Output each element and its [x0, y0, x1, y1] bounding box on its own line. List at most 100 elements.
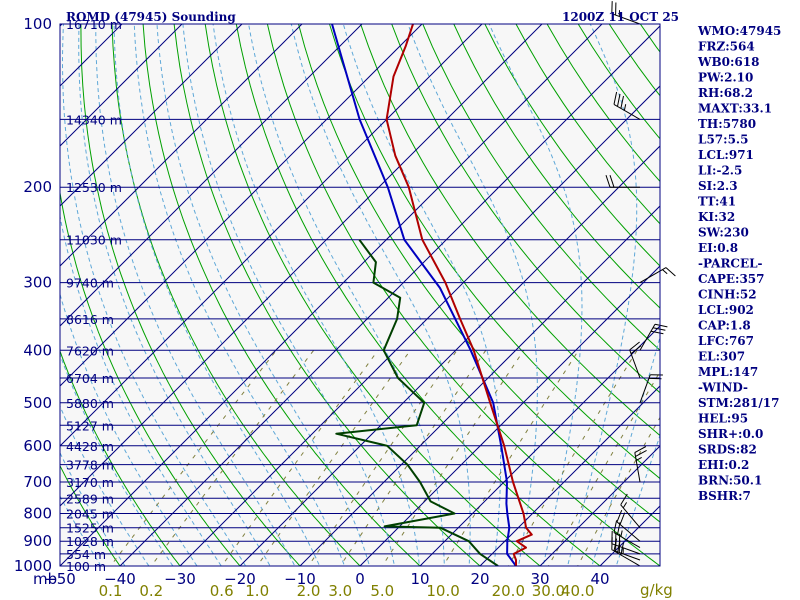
index-line: PW:2.10	[698, 71, 753, 85]
temperature-tick-label: 20	[470, 570, 489, 588]
wind-barb	[639, 267, 676, 284]
wind-barb	[613, 538, 641, 567]
pressure-axis-labels: 100 200 300 400 500 600 700 800 900 1000	[14, 15, 52, 575]
index-line: SI:2.3	[698, 179, 738, 193]
mixing-ratio-line	[150, 349, 315, 566]
moist-adiabat-line	[113, 24, 321, 566]
mixing-ratio-line	[256, 350, 411, 566]
index-line: SW:230	[698, 226, 749, 240]
index-line: WB0:618	[697, 55, 759, 69]
mixing-ratio-line	[307, 350, 458, 566]
pressure-tick-label: 700	[23, 473, 52, 491]
index-line: MAXT:33.1	[698, 102, 772, 116]
index-line: -WIND-	[698, 381, 748, 395]
mixing-ratio-labels: 0.1 0.2 0.6 1.0 2.0 3.0 5.0 10.0 20.0 30.040.0	[99, 582, 595, 600]
index-line: LCL:902	[698, 303, 754, 317]
height-label: 9740 m	[66, 276, 114, 291]
dry-adiabat-line	[360, 24, 660, 437]
moist-adiabat-line	[290, 24, 471, 566]
index-line: SHR+:0.0	[698, 427, 763, 441]
isotherm-line	[359, 265, 660, 566]
isotherm-line	[60, 24, 423, 387]
height-label: 12530 m	[66, 180, 122, 195]
index-line: WMO:47945	[697, 24, 781, 38]
wind-barb	[634, 446, 647, 483]
dry-adiabat-line	[142, 24, 421, 566]
moist-adiabat-line	[248, 24, 445, 566]
wind-barb	[605, 175, 640, 188]
mixing-ratio-tick-label: 2.0	[297, 582, 321, 600]
moist-adiabat-line	[591, 335, 660, 566]
pressure-tick-label: 100	[23, 15, 52, 33]
isotherm-line	[60, 24, 243, 207]
index-line: SRDS:82	[698, 443, 757, 457]
station-title: ROMD (47945) Sounding	[66, 10, 236, 24]
height-label: 2045 m	[66, 507, 114, 522]
mixing-ratio-line	[442, 350, 580, 566]
temperature-tick-label: −40	[104, 570, 136, 588]
wind-barb	[620, 493, 641, 529]
parcel-trace-line	[331, 24, 517, 566]
isotherm-line	[60, 24, 363, 327]
moist-adiabat-line	[182, 24, 395, 566]
pressure-tick-label: 800	[23, 505, 52, 523]
isotherm-line	[419, 325, 660, 566]
temperature-tick-label: −20	[224, 570, 256, 588]
temperature-trace-line	[385, 24, 533, 566]
pressure-tick-label: 1000	[14, 557, 52, 575]
mixing-ratio-tick-label: 30.0	[532, 582, 565, 600]
moist-adiabats	[60, 24, 660, 566]
index-line: RH:68.2	[698, 86, 753, 100]
mixing-ratio-tick-label: 5.0	[370, 582, 394, 600]
index-line: BSHR:7	[698, 489, 751, 503]
mixing-ratio-tick-label: 10.0	[426, 582, 459, 600]
height-label: 100 m	[66, 559, 106, 574]
moist-adiabat-line	[62, 24, 247, 566]
pressure-tick-label: 200	[23, 178, 52, 196]
wind-barb	[639, 323, 668, 351]
index-line: CINH:52	[698, 288, 757, 302]
isotherms	[60, 24, 660, 566]
height-label: 11030 m	[66, 233, 122, 248]
isotherm-line	[60, 24, 603, 566]
wind-barb	[611, 1, 641, 25]
temperature-tick-label: 30	[530, 570, 549, 588]
isotherm-line	[60, 24, 543, 507]
mixing-ratio-line	[339, 350, 487, 566]
plot-frame	[59, 23, 661, 567]
moist-adiabat-line	[60, 213, 222, 566]
index-line: -PARCEL-	[698, 257, 763, 271]
index-line: EL:307	[698, 350, 745, 364]
mixing-ratio-tick-label: 20.0	[492, 582, 525, 600]
isotherm-line	[60, 24, 483, 447]
wind-barb	[616, 510, 641, 542]
index-line: L57:5.5	[698, 133, 748, 147]
pressure-tick-label: 600	[23, 437, 52, 455]
wind-barb	[613, 520, 641, 549]
mixing-ratio-lines	[109, 349, 660, 566]
moist-adiabat-line	[407, 24, 538, 566]
height-labels: 16710 m 14340 m 12530 m 11030 m 9740 m 8616 m…	[66, 17, 122, 574]
isotherm-line	[539, 445, 660, 566]
dry-adiabat-line	[80, 24, 301, 566]
mixing-ratio-line	[507, 350, 638, 566]
mixing-ratio-tick-label: 0.1	[99, 582, 123, 600]
index-line: MPL:147	[698, 365, 758, 379]
index-line: LCL:971	[698, 148, 754, 162]
height-label: 2589 m	[66, 491, 114, 506]
height-label: 554 m	[66, 547, 106, 562]
isotherm-line	[239, 145, 660, 566]
dry-adiabat-line	[453, 24, 660, 309]
moist-adiabat-line	[60, 495, 102, 566]
wind-barb	[613, 91, 641, 120]
height-label: 8616 m	[66, 312, 114, 327]
dry-adiabat-line	[484, 24, 660, 267]
height-label: 7620 m	[66, 343, 114, 358]
index-line: STM:281/17	[698, 396, 779, 410]
index-line: EI:0.8	[698, 241, 738, 255]
isotherm-line	[299, 205, 660, 566]
mixing-ratio-line	[381, 350, 525, 566]
temperature-tick-label: 0	[355, 570, 365, 588]
index-line: FRZ:564	[698, 40, 755, 54]
